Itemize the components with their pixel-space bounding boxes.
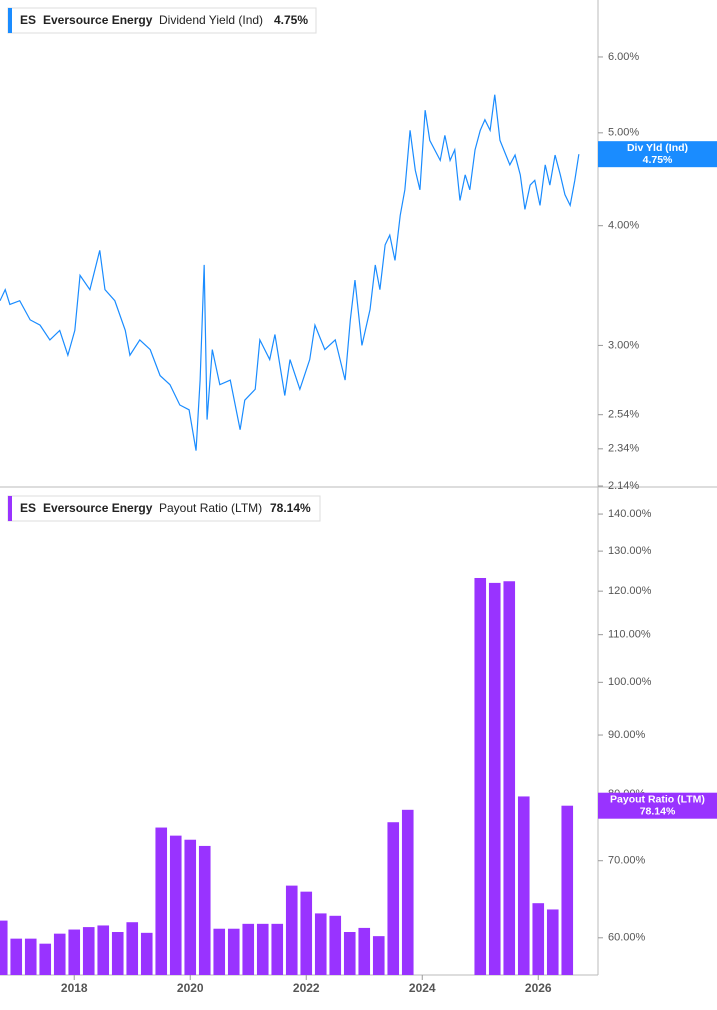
plot-area <box>0 577 574 975</box>
y-tick-label: 2.34% <box>608 443 639 455</box>
y-tick-label: 3.00% <box>608 339 639 351</box>
y-tick-label: 2.14% <box>608 480 639 492</box>
bar <box>546 909 559 975</box>
bar <box>300 891 313 975</box>
bar <box>198 845 211 975</box>
bar <box>401 809 414 975</box>
bar <box>314 913 327 975</box>
bar <box>0 920 8 975</box>
bar <box>24 938 37 975</box>
price-tag <box>598 141 717 168</box>
y-tick-label: 5.00% <box>608 127 639 139</box>
bar <box>488 582 501 975</box>
y-tick-label: 140.00% <box>608 508 652 520</box>
line <box>0 94 580 451</box>
y-tick-label: 100.00% <box>608 676 652 688</box>
bar <box>213 928 226 975</box>
bar <box>155 827 168 975</box>
bar <box>256 923 269 975</box>
x-tick-label: 2018 <box>61 981 88 995</box>
bar <box>503 581 516 975</box>
bar <box>517 796 530 975</box>
bar <box>140 932 153 975</box>
bar <box>372 936 385 975</box>
bar <box>97 925 110 975</box>
legend-box <box>7 7 317 34</box>
bar <box>329 915 342 975</box>
legend-ticker: ES <box>20 13 36 27</box>
price-tag-value: 78.14% <box>640 805 676 817</box>
legend-company: Eversource Energy <box>43 13 153 27</box>
bar <box>343 932 356 975</box>
y-tick-label: 70.00% <box>608 855 646 867</box>
y-tick-label: 110.00% <box>608 629 651 641</box>
y-tick-label: 130.00% <box>608 545 652 557</box>
bar <box>285 885 298 975</box>
legend-swatch <box>8 496 12 521</box>
bar <box>358 927 371 975</box>
bar <box>474 577 487 975</box>
x-tick-label: 2026 <box>525 981 552 995</box>
legend-metric: Payout Ratio (LTM) <box>159 501 262 515</box>
legend: ES Eversource Energy Payout Ratio (LTM) … <box>7 495 321 522</box>
price-tag-value: 4.75% <box>643 154 673 166</box>
price-tag-name: Payout Ratio (LTM) <box>610 793 705 805</box>
bar <box>271 923 284 975</box>
legend-value: 4.75% <box>274 13 308 27</box>
bar <box>53 933 66 975</box>
bar <box>242 923 255 975</box>
legend-swatch <box>8 8 12 33</box>
legend: ES Eversource Energy Dividend Yield (Ind… <box>7 7 317 34</box>
price-tag-name: Div Yld (Ind) <box>627 142 688 154</box>
y-tick-label: 2.54% <box>608 409 639 421</box>
x-tick-label: 2024 <box>409 981 436 995</box>
bar <box>169 835 182 975</box>
legend-value: 78.14% <box>270 501 311 515</box>
bar <box>227 928 240 975</box>
bar <box>184 839 197 975</box>
bar <box>126 922 139 975</box>
y-tick-label: 6.00% <box>608 51 639 63</box>
x-tick-label: 2022 <box>293 981 320 995</box>
bar <box>68 929 81 975</box>
bar <box>82 927 95 975</box>
plot-area <box>0 94 580 451</box>
legend-metric: Dividend Yield (Ind) <box>159 13 263 27</box>
x-tick-label: 2020 <box>177 981 204 995</box>
y-tick-label: 90.00% <box>608 729 646 741</box>
bar <box>10 938 23 975</box>
bar <box>387 822 400 975</box>
y-tick-label: 4.00% <box>608 220 639 232</box>
legend-company: Eversource Energy <box>43 501 153 515</box>
bar <box>532 903 545 975</box>
y-tick-label: 120.00% <box>608 585 652 597</box>
bar <box>39 943 52 975</box>
price-tag <box>598 792 717 819</box>
legend-ticker: ES <box>20 501 36 515</box>
bar <box>111 932 124 975</box>
y-tick-label: 60.00% <box>608 932 646 944</box>
bar <box>561 805 574 975</box>
